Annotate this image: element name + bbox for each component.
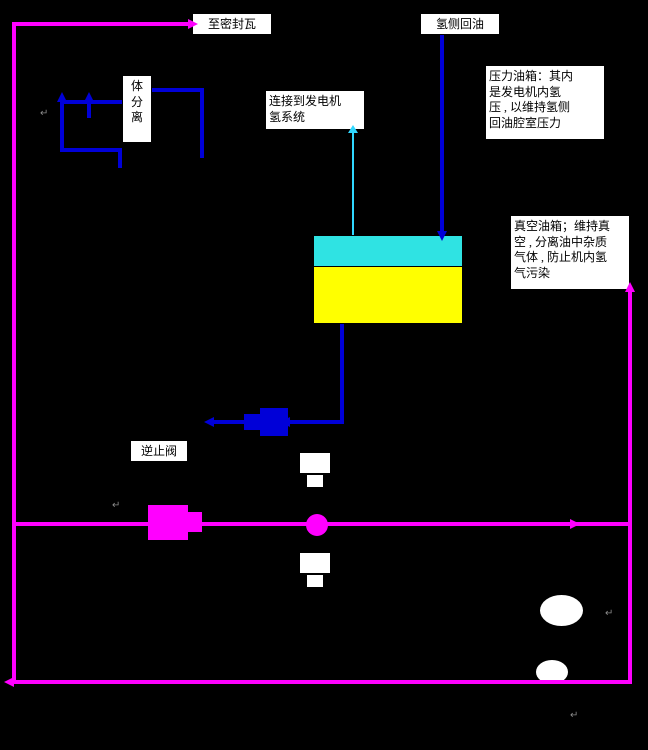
label-separator: 体 分 离 [122, 75, 152, 143]
tank-lower [313, 266, 463, 324]
white-rect-upper-1 [300, 453, 330, 473]
b-top-down-arrow [437, 231, 447, 241]
m-top-arrow [188, 19, 198, 29]
ellipse-1 [540, 595, 583, 626]
m-bottom-h [12, 680, 632, 684]
b-hook-v [60, 100, 64, 150]
b-hook-v3 [87, 100, 91, 118]
m-bottom-arrow [4, 677, 14, 687]
b-hook-v2 [118, 148, 122, 168]
ret-4: ↵ [570, 710, 578, 721]
m-left-v [12, 22, 16, 682]
m-right-v [628, 290, 632, 684]
white-rect-upper-2 [307, 475, 323, 487]
m-right-arrow [625, 282, 635, 292]
b-tank-down [340, 324, 344, 424]
m-mid-h [14, 522, 574, 526]
label-connect-h2: 连接到发电机 氢系统 [265, 90, 365, 130]
ret-2: ↵ [112, 500, 120, 511]
ret-3: ↵ [605, 608, 613, 619]
b-tank-left [288, 420, 344, 424]
cyan-up-arrow [348, 125, 358, 133]
b-valve-left-arrow [204, 417, 214, 427]
white-rect-lower-1 [300, 553, 330, 573]
b-sep-up [200, 88, 204, 158]
m-mid-join-v [576, 522, 632, 526]
label-top-seal: 至密封瓦 [192, 13, 272, 35]
b-top-down [440, 35, 444, 235]
b-sep-right [152, 88, 202, 92]
white-rect-lower-2 [307, 575, 323, 587]
m-top-h [12, 22, 192, 26]
label-pressure-tank: 压力油箱：其内 是发电机内氢 压 , 以维持氢侧 回油腔室压力 [485, 65, 605, 140]
label-top-h2oil: 氢侧回油 [420, 13, 500, 35]
b-valve-left [212, 420, 244, 424]
cyan-up [352, 132, 354, 235]
b-hook-arrow-1 [57, 92, 67, 102]
label-check-valve: 逆止阀 [130, 440, 188, 462]
ret-1: ↵ [40, 108, 48, 119]
b-hook-h2 [60, 148, 120, 152]
b-tank-left-arrow [280, 417, 290, 427]
blue-valve-stub [244, 414, 260, 430]
label-vacuum-tank: 真空油箱；维持真 空 , 分离油中杂质 气体 , 防止机内氢 气污染 [510, 215, 630, 290]
